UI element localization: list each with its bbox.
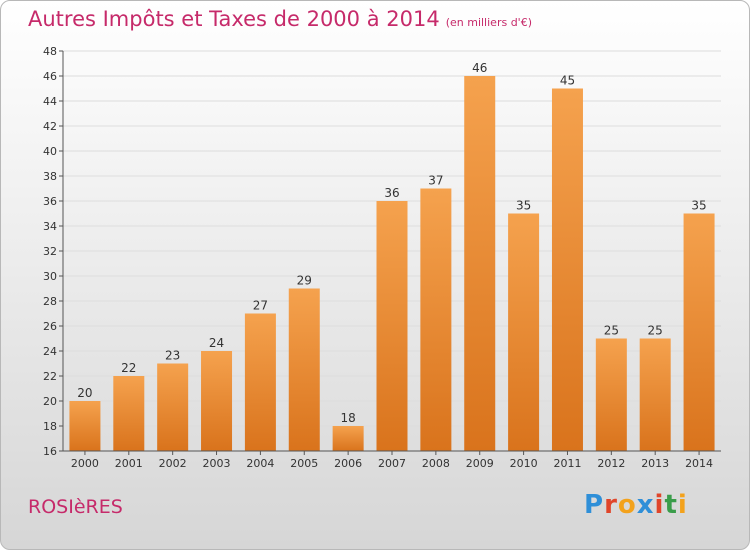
title-unit: (en milliers d'€): [445, 16, 532, 29]
bar: [420, 188, 452, 451]
y-tick-label: 40: [43, 145, 57, 158]
y-tick-label: 20: [43, 395, 57, 408]
bar: [464, 76, 496, 451]
x-tick-label: 2008: [422, 457, 450, 470]
data-label: 24: [209, 336, 224, 350]
data-label: 25: [604, 324, 619, 338]
bar: [683, 213, 715, 451]
data-label: 18: [340, 411, 355, 425]
x-tick-label: 2013: [641, 457, 669, 470]
data-label: 37: [428, 174, 443, 188]
logo-letter: o: [617, 490, 637, 520]
y-tick-label: 32: [43, 245, 57, 258]
x-tick-label: 2005: [290, 457, 318, 470]
logo-letter: P: [584, 490, 605, 520]
y-tick-label: 22: [43, 370, 57, 383]
data-label: 25: [648, 324, 663, 338]
y-tick-label: 36: [43, 195, 57, 208]
y-tick-label: 46: [43, 70, 57, 83]
y-tick-label: 30: [43, 270, 57, 283]
y-tick-label: 16: [43, 445, 57, 458]
x-tick-label: 2012: [597, 457, 625, 470]
x-tick-label: 2010: [510, 457, 538, 470]
x-tick-label: 2004: [246, 457, 274, 470]
bar: [376, 201, 408, 451]
bar: [69, 401, 101, 451]
logo-letter: i: [654, 490, 665, 520]
bar: [113, 376, 145, 451]
y-tick-label: 44: [43, 95, 57, 108]
x-tick-label: 2002: [159, 457, 187, 470]
logo-letter: x: [636, 490, 655, 520]
bar: [551, 88, 583, 451]
y-tick-label: 42: [43, 120, 57, 133]
y-tick-label: 26: [43, 320, 57, 333]
x-tick-label: 2006: [334, 457, 362, 470]
chart-title: Autres Impôts et Taxes de 2000 à 2014 (en…: [28, 7, 532, 31]
bar: [332, 426, 364, 451]
y-tick-label: 18: [43, 420, 57, 433]
y-tick-label: 24: [43, 345, 57, 358]
logo-letter: r: [604, 490, 618, 520]
x-tick-label: 2003: [203, 457, 231, 470]
data-label: 27: [253, 299, 268, 313]
y-tick-label: 28: [43, 295, 57, 308]
bar: [639, 338, 671, 451]
data-label: 35: [516, 199, 531, 213]
x-tick-label: 2014: [685, 457, 713, 470]
data-label: 23: [165, 349, 180, 363]
data-label: 29: [297, 274, 312, 288]
data-label: 20: [77, 386, 92, 400]
data-label: 35: [691, 199, 706, 213]
x-tick-label: 2001: [115, 457, 143, 470]
y-tick-label: 34: [43, 220, 57, 233]
logo-letter: t: [664, 490, 678, 520]
place-name: ROSIèRES: [28, 496, 123, 518]
proxiti-logo[interactable]: Proxiti: [584, 490, 688, 520]
x-tick-label: 2011: [553, 457, 581, 470]
logo-letter: i: [677, 490, 688, 520]
data-label: 22: [121, 361, 136, 375]
bar: [288, 288, 320, 451]
data-label: 36: [384, 186, 399, 200]
bar: [244, 313, 276, 451]
bar: [157, 363, 189, 451]
x-tick-label: 2009: [466, 457, 494, 470]
title-text: Autres Impôts et Taxes de 2000 à 2014: [28, 7, 440, 31]
data-label: 46: [472, 61, 487, 75]
data-label: 45: [560, 74, 575, 88]
bar: [508, 213, 540, 451]
x-tick-label: 2007: [378, 457, 406, 470]
bar: [595, 338, 627, 451]
bar: [201, 351, 233, 451]
x-tick-label: 2000: [71, 457, 99, 470]
y-tick-label: 48: [43, 45, 57, 58]
y-tick-label: 38: [43, 170, 57, 183]
